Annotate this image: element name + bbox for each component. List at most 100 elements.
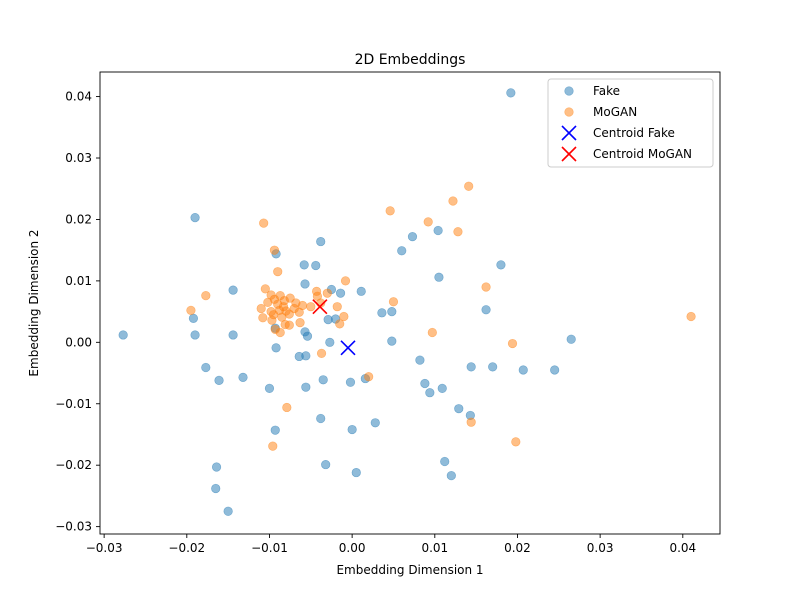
scatter-point [427,327,437,338]
scatter-point [481,305,491,315]
legend-item: MoGAN [564,105,637,119]
scatter-point [420,378,430,389]
legend-item: Centroid Fake [561,125,675,141]
y-tick-label: 0.02 [65,212,92,226]
scatter-point [258,313,268,323]
scatter-point [440,456,450,467]
scatter-point [316,348,327,358]
scatter-point [316,413,326,424]
scatter-point [306,302,316,312]
legend-marker [561,146,577,162]
scatter-point [211,483,221,494]
scatter-point [268,441,278,451]
scatter-point [201,362,211,373]
legend-item: Fake [564,84,620,98]
scatter-point [211,462,222,472]
scatter-point [340,276,351,286]
scatter-point [302,331,313,341]
scatter-point [301,382,311,392]
scatter-point [311,260,321,271]
scatter-point [425,388,435,398]
scatter-point [267,315,277,325]
scatter-point [415,355,425,365]
x-tick-label: 0.03 [587,541,614,555]
scatter-point [301,351,311,361]
axes-layer [99,71,721,535]
chart-title: 2D Embeddings [355,52,466,68]
scatter-point [566,334,576,344]
scatter-point [356,286,366,296]
scatter-point [407,232,418,242]
legend-frame [547,78,714,168]
scatter-point [370,418,380,428]
scatter-point [347,424,357,435]
centroid-stroke [312,299,328,315]
scatter-point [437,383,447,393]
scatter-point [228,285,238,295]
scatter-point [335,319,345,329]
scatter-point [190,330,200,340]
legend-label: MoGAN [593,105,637,119]
scatter-point [264,383,275,393]
x-ticks: −0.03 −0.02 −0.01 0.00 0.01 0.02 0.03 0.04 [86,534,696,555]
scatter-point [322,288,332,298]
scatter-point [385,206,395,216]
scatter-point [464,181,474,191]
scatter-point [454,404,464,414]
legend: Fake MoGAN Centroid Fake Centroid MoGAN [547,78,714,168]
y-tick-label: 0.01 [65,274,92,288]
centroid-marker [312,299,328,315]
scatter-point [318,375,328,385]
y-tick-label: 0.00 [65,335,92,349]
y-tick-label: −0.01 [55,397,92,411]
x-tick-label: −0.02 [168,541,205,555]
scatter-point [448,196,458,206]
y-tick-label: −0.02 [55,458,92,472]
x-tick-label: 0.01 [421,541,448,555]
series-fake [118,88,576,516]
legend-marker [564,107,574,117]
x-tick-label: 0.04 [669,541,696,555]
legend-marker [564,86,574,96]
scatter-point [496,260,506,270]
scatter-point [488,362,498,372]
scatter-point [433,225,443,236]
scatter-point [284,320,294,330]
scatter-point [466,417,476,427]
scatter-point [275,327,285,338]
scatter-point [188,313,199,323]
scatter-point [299,260,309,270]
scatter-point [238,372,248,382]
scatter-point [446,471,456,481]
scatter-point [345,377,356,387]
scatter-point [321,459,331,470]
scatter-point [266,307,276,317]
centroid-marker [340,340,356,356]
scatter-point [434,272,444,282]
x-tick-label: −0.03 [86,541,123,555]
scatter-point [453,227,463,237]
scatter-point [511,437,521,447]
scatter-point [506,88,516,98]
scatter-point [259,218,269,228]
y-tick-label: −0.03 [55,520,92,534]
scatter-point [190,213,200,223]
plot-frame [99,71,721,535]
series-mogan [186,181,696,451]
scatter-point [186,305,196,315]
scatter-point [282,402,292,413]
scatter-point [507,338,518,349]
y-tick-label: 0.04 [65,90,92,104]
scatter-point [325,337,335,347]
scatter-point [214,375,224,386]
scatter-point [270,425,280,435]
scatter-point [518,365,528,375]
legend-label: Centroid Fake [593,126,675,140]
scatter-point [397,246,407,256]
scatter-point [316,236,326,247]
scatter-point [263,297,273,307]
scatter-point [466,362,476,372]
legend-items: Fake MoGAN Centroid Fake Centroid MoGAN [561,84,692,162]
scatter-point [387,307,397,317]
